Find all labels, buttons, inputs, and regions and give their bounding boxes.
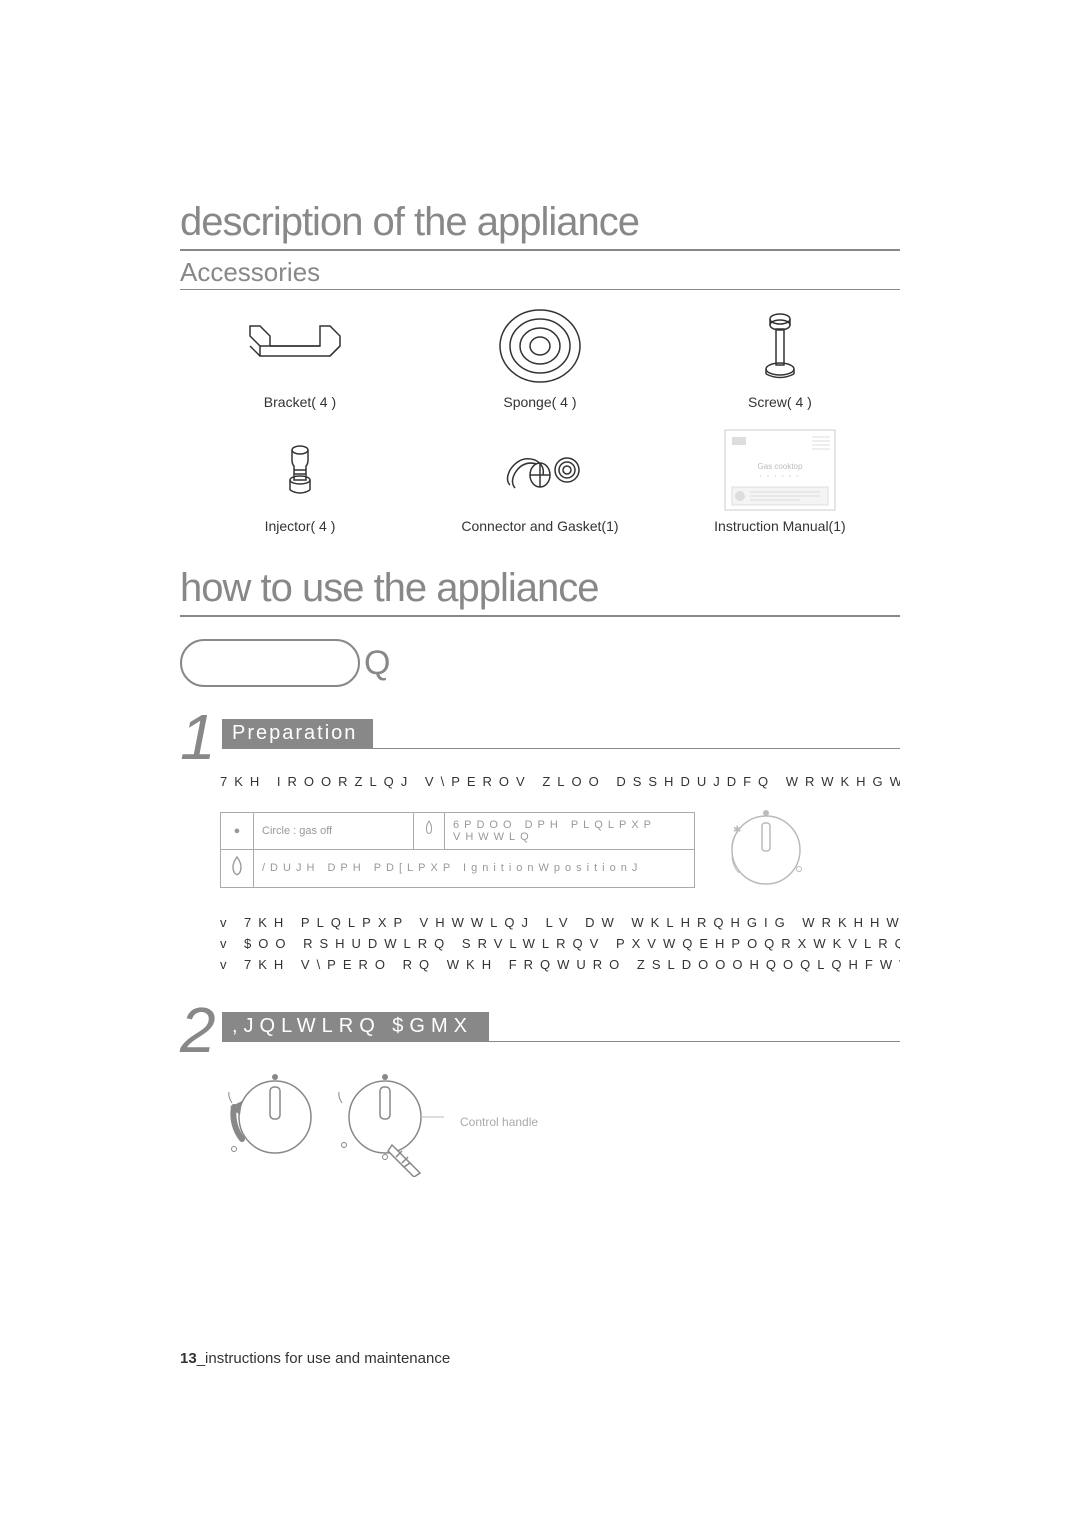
bullet-line: v7KH PLQLPXP VHWWLQJ LV DW WKLHRQHGIG WR…: [220, 915, 900, 930]
svg-text:Gas cooktop: Gas cooktop: [757, 462, 802, 471]
symbol-desc: /DUJH DPH PD[LPXP IgnitionWpositionJ: [254, 849, 695, 887]
step-number: 2: [180, 1008, 216, 1053]
step1-description-line: 7KH IROORZLQJ V\PEROV ZLOO DSSHDUJDFQ WR…: [220, 774, 900, 789]
svg-text:✱: ✱: [733, 825, 741, 836]
dial-turn-icon: [330, 1067, 450, 1177]
step1-bullets: v7KH PLQLPXP VHWWLQJ LV DW WKLHRQHGIG WR…: [220, 915, 900, 972]
circle-off-icon: ●: [221, 812, 254, 849]
accessories-grid: Bracket( 4 ) Sponge( 4 ): [180, 304, 900, 552]
accessory-screw: Screw( 4 ): [660, 304, 900, 410]
page-footer: 13_instructions for use and maintenance: [180, 1350, 450, 1367]
oval-outline: [180, 639, 360, 687]
accessory-label: Connector and Gasket(1): [420, 518, 660, 534]
subsection-accessories: Accessories: [180, 257, 900, 290]
accessory-label: Bracket( 4 ): [180, 394, 420, 410]
step-2-header: 2 ,JQLWLRQ $GMX: [180, 1008, 900, 1053]
oval-badge-row: Q: [180, 639, 900, 687]
symbol-table-block: ● Circle : gas off 6PDOO DPH PLQLPXP VHW…: [220, 805, 900, 895]
step-title: Preparation: [222, 719, 373, 748]
large-flame-icon: [221, 849, 254, 887]
step-1-header: 1 Preparation: [180, 715, 900, 760]
bullet-line: v7KH V\PERO RQ WKH FRQWURO ZSLDOOOHQOQLQ…: [220, 957, 900, 972]
accessory-sponge: Sponge( 4 ): [420, 304, 660, 410]
small-flame-icon: [414, 812, 445, 849]
connector-icon: [420, 428, 660, 512]
symbol-table: ● Circle : gas off 6PDOO DPH PLQLPXP VHW…: [220, 812, 695, 888]
section-heading-description: description of the appliance: [180, 200, 900, 251]
accessory-label: Sponge( 4 ): [420, 394, 660, 410]
svg-text:* * * * * *: * * * * * *: [760, 475, 801, 481]
knob-diagram-icon: ✱: [721, 805, 811, 895]
step-number: 1: [180, 715, 216, 760]
footer-text: _instructions for use and maintenance: [197, 1350, 450, 1367]
bracket-icon: [180, 304, 420, 388]
section-heading-howto: how to use the appliance: [180, 566, 900, 617]
accessory-label: Screw( 4 ): [660, 394, 900, 410]
accessory-bracket: Bracket( 4 ): [180, 304, 420, 410]
accessory-label: Injector( 4 ): [180, 518, 420, 534]
control-handle-label: Control handle: [460, 1115, 538, 1129]
injector-icon: [180, 428, 420, 512]
dials-row: Control handle: [220, 1067, 900, 1177]
symbol-desc: Circle : gas off: [254, 812, 414, 849]
symbol-desc: 6PDOO DPH PLQLPXP VHWWLQ: [445, 812, 695, 849]
page-number: 13: [180, 1350, 197, 1367]
accessory-connector: Connector and Gasket(1): [420, 428, 660, 534]
screw-icon: [660, 304, 900, 388]
dial-push-icon: [220, 1067, 330, 1177]
accessory-label: Instruction Manual(1): [660, 518, 900, 534]
sponge-icon: [420, 304, 660, 388]
accessory-manual: Gas cooktop * * * * * * Instruction Manu…: [660, 428, 900, 534]
accessory-injector: Injector( 4 ): [180, 428, 420, 534]
manual-icon: Gas cooktop * * * * * *: [660, 428, 900, 512]
step-title: ,JQLWLRQ $GMX: [222, 1012, 489, 1041]
oval-suffix-char: Q: [364, 644, 390, 683]
bullet-line: v$OO RSHUDWLRQ SRVLWLRQV PXVWQEHPOQRXWKV…: [220, 936, 900, 951]
